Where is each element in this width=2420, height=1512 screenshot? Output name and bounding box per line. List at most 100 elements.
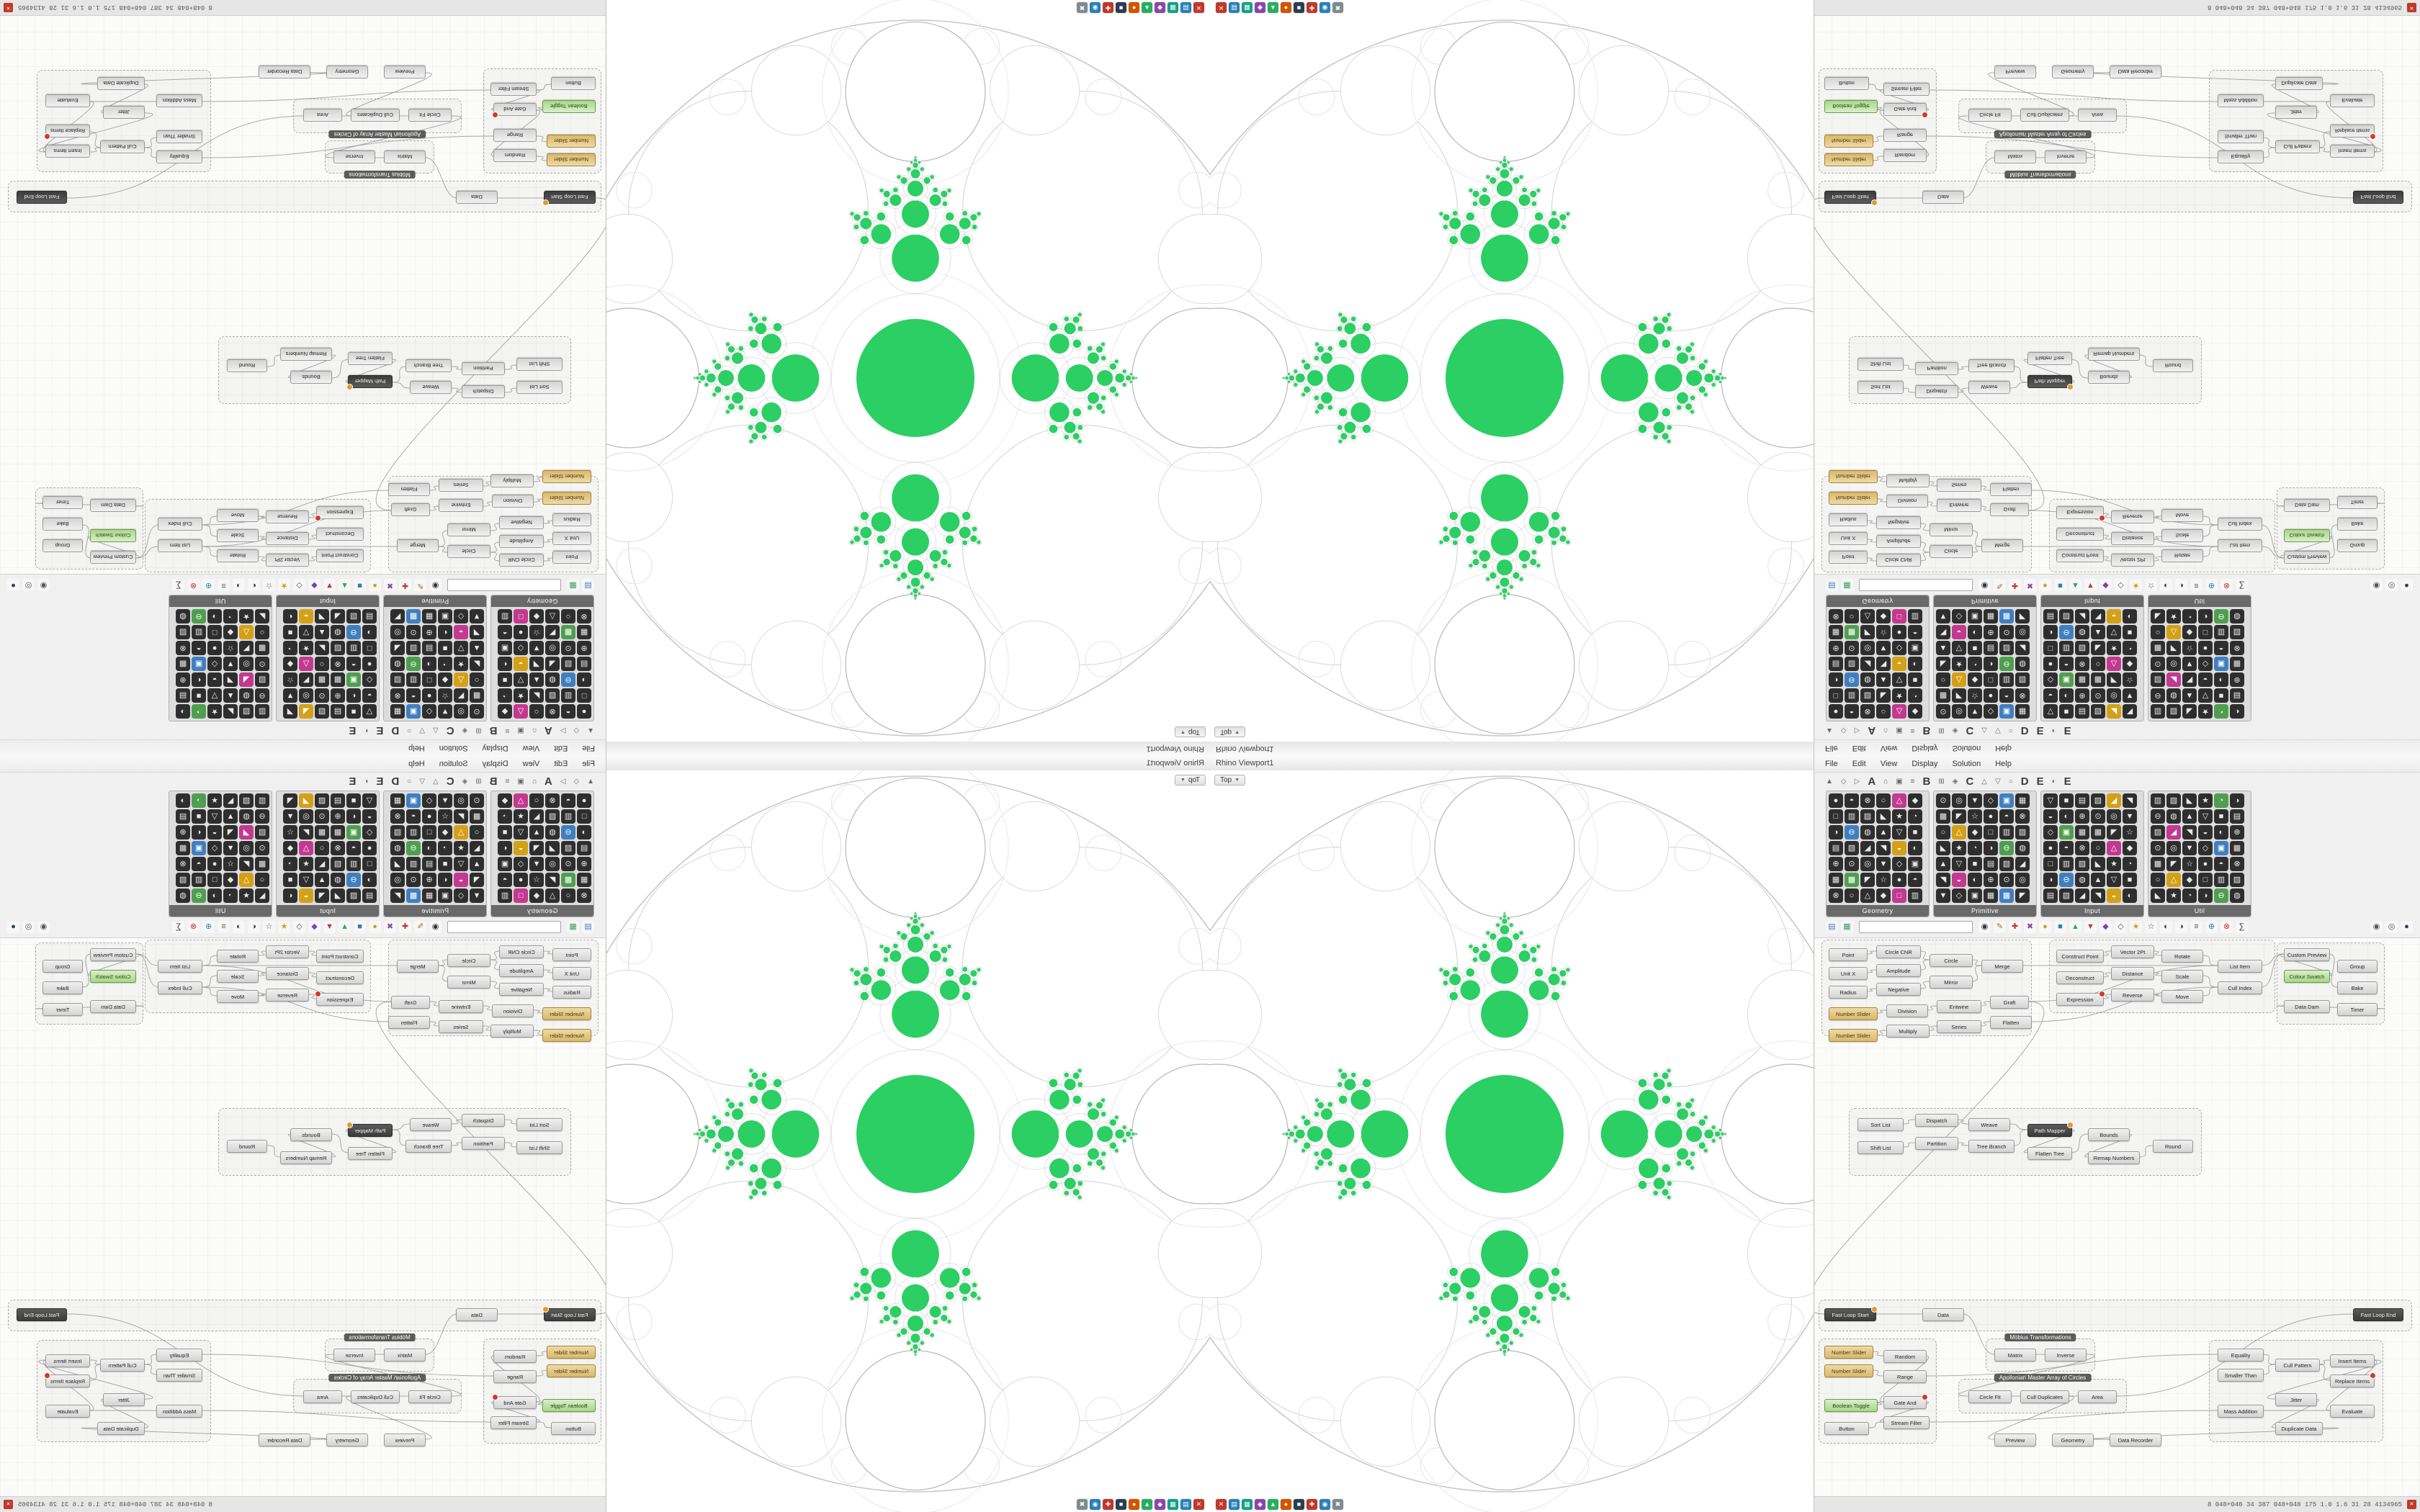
component-icon[interactable]: ◎ [1952,793,1966,808]
toolbar-icon-left-1[interactable]: ▦ [1841,579,1853,592]
component-icon[interactable]: ▼ [529,857,544,871]
gh-node[interactable]: Preview [1994,66,2036,78]
component-icon[interactable]: ▨ [2166,704,2181,719]
menu-item-display[interactable]: Display [1912,760,1938,768]
component-icon[interactable]: ▥ [1999,672,2014,687]
gh-node[interactable]: Point [1829,948,1868,961]
component-icon[interactable]: ⊖ [2214,888,2228,903]
taskbar-icon-6[interactable]: ■ [1116,2,1126,13]
gh-node[interactable]: Deconstruct [316,971,364,984]
taskbar-icon-3[interactable]: ◆ [1255,1499,1265,1510]
gh-node[interactable]: Equality [2218,1349,2264,1362]
component-icon[interactable]: ◣ [2182,704,2197,719]
component-icon[interactable]: ⊖ [406,657,421,671]
component-icon[interactable]: ○ [2091,841,2105,855]
gh-node[interactable]: Distance [266,532,309,545]
taskbar-icon-7[interactable]: ✚ [1307,1499,1317,1510]
component-icon[interactable]: ★ [2166,609,2181,624]
component-icon[interactable]: ▽ [2043,704,2058,719]
component-icon[interactable]: ◆ [438,825,452,840]
toolbar-icon-12[interactable]: ◐ [2160,579,2172,592]
taskbar-icon-0[interactable]: ✕ [1216,1499,1227,1510]
component-icon[interactable]: ▤ [331,793,345,808]
component-icon[interactable]: ◒ [2107,888,2121,903]
component-icon[interactable]: ◣ [2182,793,2197,808]
component-icon[interactable]: ◤ [2015,609,2030,624]
close-icon[interactable]: ✕ [4,3,13,12]
taskbar-icon-4[interactable]: ▲ [1142,1499,1152,1510]
component-icon[interactable]: ⊗ [2015,809,2030,824]
gh-node[interactable]: Merge [397,960,439,973]
gh-node[interactable]: Flatten Tree [348,352,393,365]
gh-node[interactable]: Multiply [1886,474,1930,487]
component-icon[interactable]: ◔ [2123,857,2137,871]
component-icon[interactable]: ▩ [315,825,329,840]
component-icon[interactable]: ▤ [2043,888,2058,903]
gh-node[interactable]: Reverse [266,510,309,523]
component-icon[interactable]: ◢ [390,641,405,655]
gh-node[interactable]: Smaller Than [2218,1369,2264,1382]
toolbar-icon-5[interactable]: ■ [354,579,366,592]
component-icon[interactable]: ⊙ [2091,688,2105,703]
gh-node[interactable]: Mass Addition [156,94,202,107]
component-icon[interactable]: ◍ [2230,888,2244,903]
component-icon[interactable]: ★ [454,841,468,855]
component-icon[interactable]: ◔ [1968,841,1982,855]
component-icon[interactable]: ▤ [422,857,436,871]
component-icon[interactable]: ○ [2151,873,2165,887]
component-icon[interactable]: ★ [239,609,254,624]
component-icon[interactable]: ▼ [1876,857,1891,871]
component-icon[interactable]: ● [2198,641,2213,655]
component-icon[interactable]: ▤ [176,809,190,824]
toolbar-icon-10[interactable]: ★ [2130,579,2142,592]
component-icon[interactable]: ◑ [362,873,377,887]
component-icon[interactable]: ⊗ [390,688,405,703]
toolbar-icon-16[interactable]: ⊗ [187,579,200,592]
toolbar-icon-right-1[interactable]: ◎ [22,579,35,592]
component-icon[interactable]: ▲ [223,809,238,824]
component-icon[interactable]: ★ [514,809,528,824]
component-icon[interactable]: ▣ [346,672,361,687]
toolbar-icon-right-2[interactable]: ● [2401,920,2413,933]
taskbar-icon-7[interactable]: ✚ [1103,1499,1113,1510]
gh-node[interactable]: Circle CNR [499,554,544,567]
component-icon[interactable]: ▩ [1845,873,1859,887]
search-input[interactable] [447,579,561,592]
component-icon[interactable]: ◆ [2123,841,2137,855]
component-icon[interactable]: ◐ [192,672,206,687]
component-icon[interactable]: ⊖ [2151,688,2165,703]
component-icon[interactable]: ◔ [223,609,238,624]
component-icon[interactable]: ◥ [529,841,544,855]
gh-node[interactable]: Bounds [2088,1128,2130,1141]
component-icon[interactable]: ▽ [1892,672,1906,687]
gh-node[interactable]: Mirror [447,976,490,989]
gh-node[interactable]: Custom Preview [2284,948,2330,961]
component-icon[interactable]: ▣ [1968,888,1982,903]
component-icon[interactable]: ⊕ [176,825,190,840]
component-icon[interactable]: ◒ [454,873,468,887]
gh-node[interactable]: Data Recorder [259,66,310,78]
gh-node[interactable]: Colour Swatch [90,529,136,542]
gh-node[interactable]: Insert Items [2330,1354,2375,1367]
gh-node[interactable]: Move [2161,990,2203,1003]
component-icon[interactable]: ▤ [1984,857,1998,871]
component-icon[interactable]: ■ [283,625,297,639]
gh-node[interactable]: Entwine [1937,499,1981,512]
component-icon[interactable]: ▼ [1936,609,1950,624]
component-icon[interactable]: ● [2043,841,2058,855]
component-icon[interactable]: ▲ [529,672,544,687]
gh-node[interactable]: Geometry [2052,66,2094,78]
component-icon[interactable]: ◤ [299,825,313,840]
component-icon[interactable]: ▦ [1984,888,1998,903]
taskbar-icon-5[interactable]: ● [1281,1499,1291,1510]
toolbar-icon-0[interactable]: ◉ [1978,920,1991,933]
component-icon[interactable]: ● [1829,793,1843,808]
component-icon[interactable]: ▦ [422,888,436,903]
toolbar-icon-4[interactable]: ● [2039,579,2051,592]
component-icon[interactable]: ▦ [1984,609,1998,624]
component-icon[interactable]: ▨ [390,825,405,840]
component-icon[interactable]: □ [2198,873,2213,887]
component-icon[interactable]: ⊙ [1845,857,1859,871]
gh-node[interactable]: Entwine [439,499,483,512]
gh-node[interactable]: Point [552,551,591,564]
